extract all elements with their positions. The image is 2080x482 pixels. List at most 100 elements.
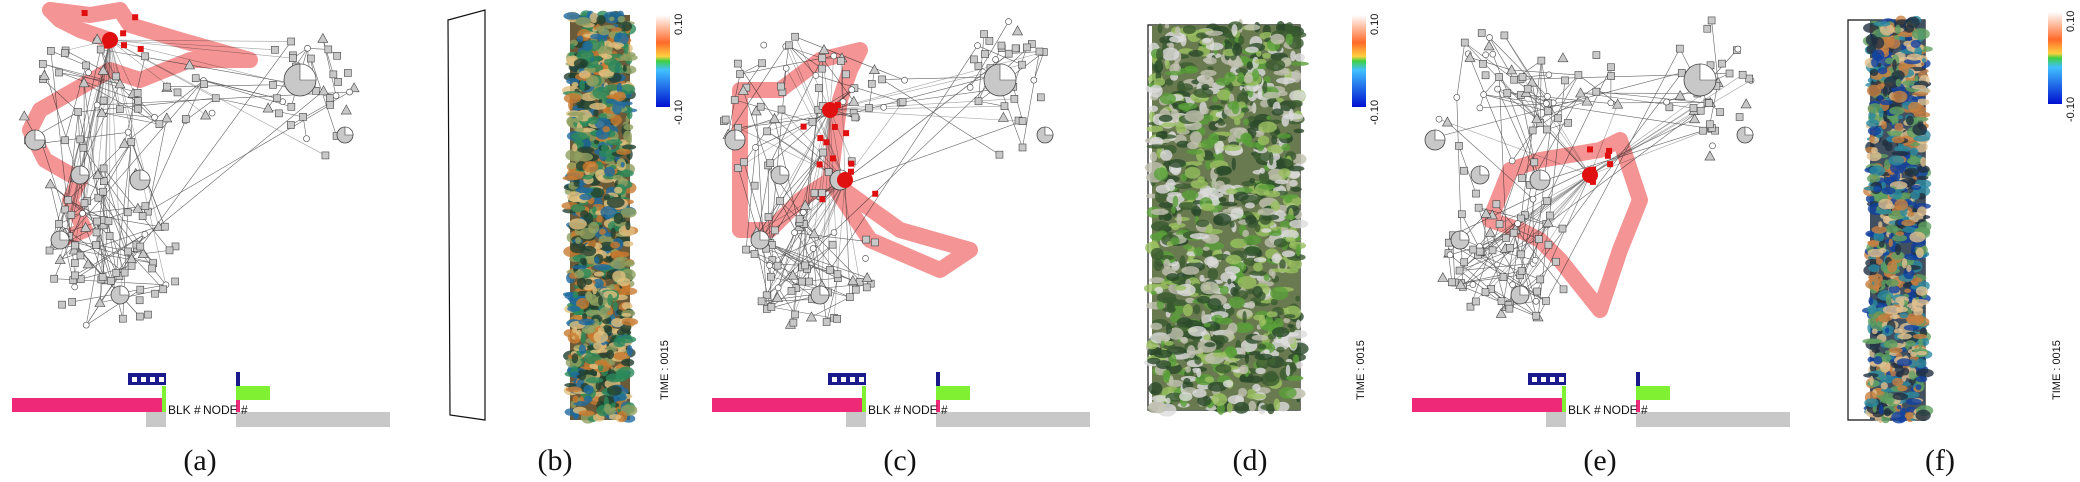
node: [1517, 250, 1525, 259]
node: [867, 79, 876, 88]
texture-blob: [1912, 333, 1928, 339]
texture-blob: [1892, 59, 1897, 72]
texture-blob: [1189, 131, 1202, 145]
texture-blob: [1200, 281, 1219, 295]
texture-blob: [1237, 72, 1245, 84]
edge: [64, 65, 87, 141]
edge: [821, 285, 850, 298]
texture-blob: [603, 257, 615, 263]
edge: [42, 63, 120, 85]
edge: [1448, 252, 1509, 306]
node: [814, 105, 823, 114]
texture-blob: [1156, 292, 1177, 303]
texture-blob: [1879, 360, 1891, 373]
node: [1441, 116, 1453, 127]
node: [1545, 71, 1553, 79]
edge: [1462, 237, 1507, 288]
texture-blob: [1868, 264, 1880, 273]
texture-blob: [1159, 255, 1175, 261]
edge: [829, 109, 852, 162]
edge: [1469, 57, 1513, 162]
texture-blob: [1224, 265, 1241, 275]
texture-blob: [1230, 238, 1248, 249]
node: [815, 84, 823, 92]
panel-c: BLK # NODE # (c): [700, 0, 1100, 482]
texture-blob: [626, 330, 632, 335]
edge: [58, 72, 139, 102]
block-bar: [1528, 373, 1566, 385]
node: [271, 45, 279, 54]
texture-blob: [579, 79, 585, 92]
texture-blob: [1287, 332, 1300, 337]
texture-blob: [1218, 197, 1227, 203]
texture-blob: [1172, 195, 1179, 208]
texture-blob: [1284, 214, 1296, 220]
nodes: [18, 10, 360, 329]
texture-blob: [1281, 143, 1291, 152]
texture-blob: [1270, 286, 1289, 300]
node: [1023, 43, 1031, 52]
texture-blob: [1878, 240, 1885, 248]
colorbar-gradient: [2048, 12, 2062, 104]
edge: [774, 118, 846, 181]
texture-blob: [1905, 406, 1916, 413]
node: [1495, 73, 1503, 81]
texture-blob: [1285, 22, 1294, 35]
node: [791, 310, 799, 319]
texture-blob: [1266, 115, 1272, 121]
texture-blob: [1286, 375, 1304, 381]
node: [828, 240, 837, 249]
node: [1502, 234, 1510, 242]
texture-blob: [1889, 314, 1900, 320]
pink-tick: [236, 400, 240, 412]
texture-blob: [1897, 385, 1908, 392]
texture-blob: [1271, 327, 1290, 338]
edge: [821, 109, 831, 286]
node: [1453, 94, 1461, 101]
node: [123, 208, 132, 217]
node: [1518, 174, 1526, 182]
texture-blob: [1208, 133, 1219, 144]
pink-bar: [712, 398, 862, 412]
hub-neighbor: [816, 161, 823, 168]
texture-blob: [1290, 186, 1302, 192]
nodes: [1424, 16, 1755, 322]
texture-blob: [1253, 262, 1263, 272]
texture-blob: [1216, 89, 1232, 101]
texture-blob: [608, 60, 623, 73]
edge: [1520, 94, 1591, 176]
edge: [1459, 238, 1539, 271]
block-cell: [1559, 377, 1564, 382]
node: [812, 72, 820, 79]
texture-blob: [1207, 298, 1222, 310]
texture-blob: [620, 207, 637, 218]
texture-blob: [1867, 240, 1881, 246]
texture-blob: [620, 161, 625, 168]
texture-blob: [1190, 179, 1208, 189]
edge: [74, 39, 111, 276]
texture-blob: [1257, 135, 1270, 146]
texture-blob: [1245, 46, 1259, 53]
node: [144, 310, 152, 319]
node: [1718, 59, 1726, 68]
texture-blob: [1182, 304, 1193, 317]
edge: [1553, 74, 1579, 104]
texture-blob: [598, 295, 604, 307]
edge: [1520, 67, 1612, 255]
node: [104, 217, 113, 225]
texture-blob: [1258, 184, 1276, 190]
texture-blob: [1210, 392, 1228, 406]
texture-blob: [1295, 295, 1301, 302]
texture-blob: [1204, 376, 1215, 383]
edge: [109, 39, 159, 227]
edge: [1483, 174, 1591, 254]
node: [1557, 52, 1569, 63]
texture-blob: [568, 218, 587, 230]
node: [1495, 220, 1504, 228]
texture-blob: [1207, 66, 1214, 71]
node: [1469, 281, 1477, 288]
node: [760, 41, 768, 49]
texture-blob: [599, 228, 606, 235]
node: [160, 222, 169, 231]
node: [1035, 47, 1044, 56]
